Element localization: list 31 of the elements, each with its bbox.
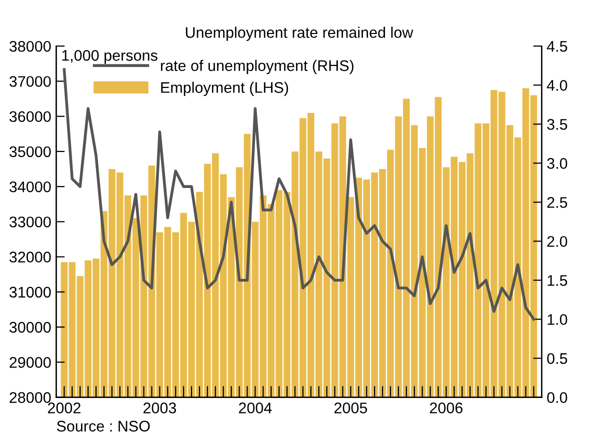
y-tick-label: 28000 [10,392,51,403]
y-tick-label: 38000 [9,40,51,52]
y2-tick-label: 2.5 [547,197,568,208]
legend-label: rate of unemployment (RHS) [160,60,354,74]
y2-tick-label: 1.5 [548,275,568,286]
x-tick-label: 2006 [430,402,463,414]
y-tick-label: 30000 [9,322,51,333]
y2-tick-label: 0.0 [547,392,568,403]
y2-tick-label: 4.5 [546,41,568,52]
y-tick-label: 33000 [9,216,51,228]
y2-tick-label: 4.0 [546,80,568,91]
y-tick-label: 36000 [9,111,51,122]
y-tick-label: 35000 [9,146,51,158]
legend-label: Employment (LHS) [161,82,288,96]
y-tick-label: 32000 [9,252,51,262]
y-tick-label: 31000 [9,286,51,298]
source-note: Source : NSO [56,420,150,432]
y2-tick-label: 3.5 [547,119,568,130]
y-axis-title: 1,000 persons [62,50,158,64]
y2-tick-label: 3.0 [547,158,568,169]
y-tick-label: 37000 [9,76,51,87]
chart-title: Unemployment rate remained low [186,26,414,41]
y2-tick-label: 0.5 [547,353,568,364]
x-tick-label: 2002 [48,402,80,414]
x-tick-label: 2003 [143,402,176,414]
x-tick-label: 2004 [238,402,272,414]
y2-tick-label: 2.0 [547,236,568,247]
y-tick-label: 29000 [10,357,51,368]
x-tick-label: 2005 [334,402,368,414]
y-tick-label: 34000 [9,181,51,192]
y2-tick-label: 1.0 [548,314,568,325]
